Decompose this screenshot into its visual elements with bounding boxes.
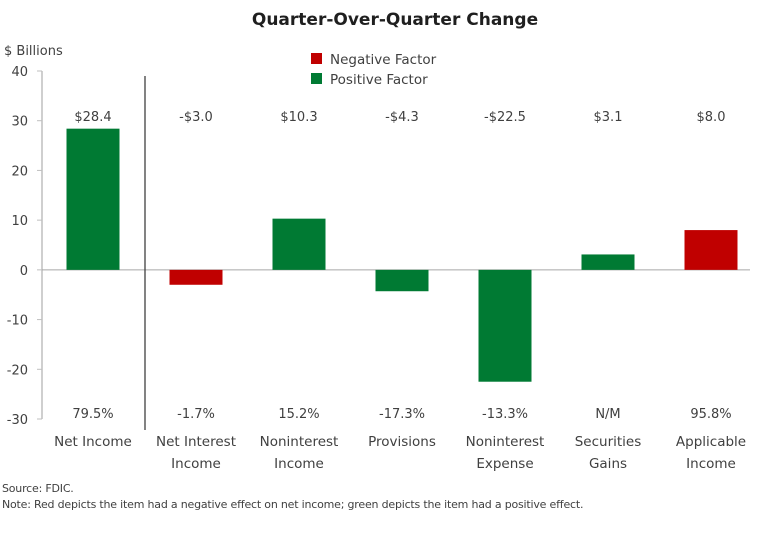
category-label: Net Interest: [156, 434, 236, 450]
source-note: Source: FDIC.: [2, 482, 74, 495]
y-tick-label: 20: [11, 164, 28, 179]
y-tick-label: 40: [11, 65, 28, 80]
chart-notes: Source: FDIC. Note: Red depicts the item…: [2, 481, 583, 513]
percent-label: 79.5%: [72, 407, 113, 422]
bar: [581, 254, 635, 270]
y-tick-label: -30: [7, 413, 28, 428]
category-label: (Losses): [580, 478, 635, 480]
chart-title: Quarter-Over-Quarter Change: [252, 10, 538, 30]
explanation-note: Note: Red depicts the item had a negativ…: [2, 498, 584, 511]
value-label: $10.3: [280, 110, 317, 125]
bar: [272, 218, 326, 270]
y-tick-label: 10: [11, 214, 28, 229]
category-labels: Net Income Net Interest Income Noninterest I…: [54, 434, 746, 480]
data-labels: $28.4 79.5% -$3.0 -1.7% $10.3 15.2% -$4.3 -17.3…: [72, 110, 731, 422]
value-label: -$22.5: [484, 110, 526, 125]
value-label: $3.1: [594, 110, 623, 125]
category-label: Applicable: [676, 434, 746, 450]
value-label: $28.4: [74, 110, 111, 125]
bar: [684, 230, 738, 270]
legend: Negative Factor Positive Factor: [311, 52, 437, 88]
percent-label: 15.2%: [278, 407, 319, 422]
category-label: Noninterest: [260, 434, 339, 450]
category-label: Noninterest: [466, 434, 545, 450]
percent-label: -13.3%: [482, 407, 528, 422]
category-label: Income: [686, 456, 736, 472]
value-label: $8.0: [697, 110, 726, 125]
y-tick-label: -20: [7, 363, 28, 378]
category-label: Income: [274, 456, 324, 472]
bars: [66, 128, 738, 382]
y-tick-label: -10: [7, 314, 28, 329]
percent-label: N/M: [595, 407, 620, 422]
category-label: Provisions: [368, 434, 436, 450]
bar: [375, 269, 429, 292]
value-label: -$3.0: [179, 110, 213, 125]
category-label: Expense: [476, 456, 533, 472]
legend-swatch-positive-factor: [311, 73, 322, 84]
category-label: Taxes: [691, 478, 729, 480]
percent-label: 95.8%: [690, 407, 731, 422]
legend-label: Negative Factor: [330, 52, 437, 68]
category-label: Securities: [575, 434, 642, 450]
value-label: -$4.3: [385, 110, 419, 125]
category-label: Income: [171, 456, 221, 472]
y-tick-label: 0: [20, 264, 28, 279]
category-label: Gains: [589, 456, 627, 472]
category-label: Net Income: [54, 434, 132, 450]
bar: [169, 269, 223, 285]
bar-chart: Quarter-Over-Quarter Change $ Billions N…: [4, 10, 750, 480]
percent-label: -1.7%: [177, 407, 215, 422]
bar: [66, 128, 120, 270]
legend-swatch-negative-factor: [311, 53, 322, 64]
y-tick-label: 30: [11, 115, 28, 130]
percent-label: -17.3%: [379, 407, 425, 422]
y-axis-label: $ Billions: [4, 44, 63, 59]
legend-label: Positive Factor: [330, 72, 428, 88]
bar: [478, 269, 532, 382]
